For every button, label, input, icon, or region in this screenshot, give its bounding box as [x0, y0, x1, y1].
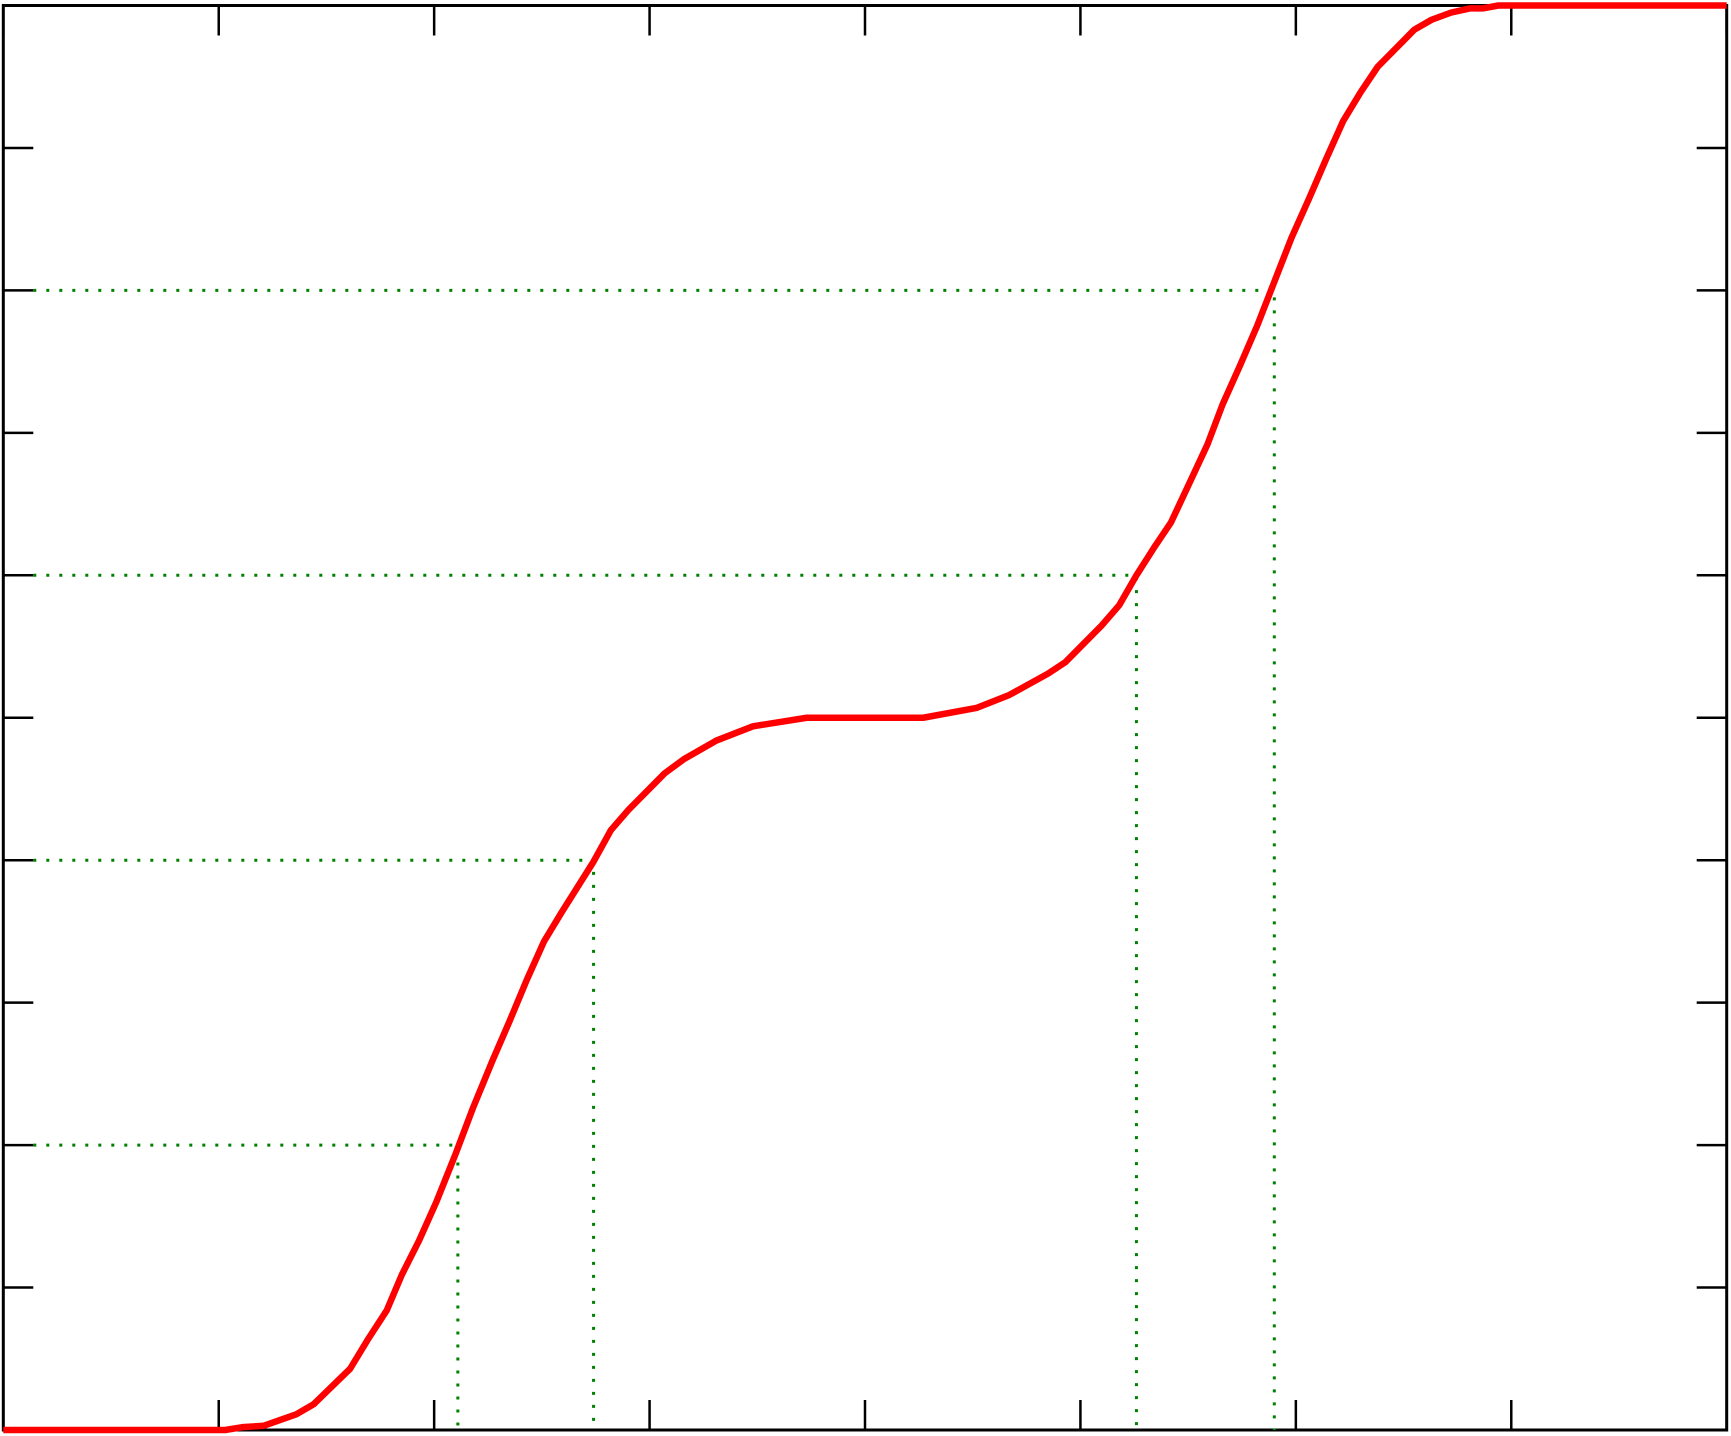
reference-line — [33, 573, 1138, 1430]
data-line — [3, 2, 1727, 1434]
reference-line — [33, 288, 1276, 1430]
reference-line — [33, 858, 596, 1430]
